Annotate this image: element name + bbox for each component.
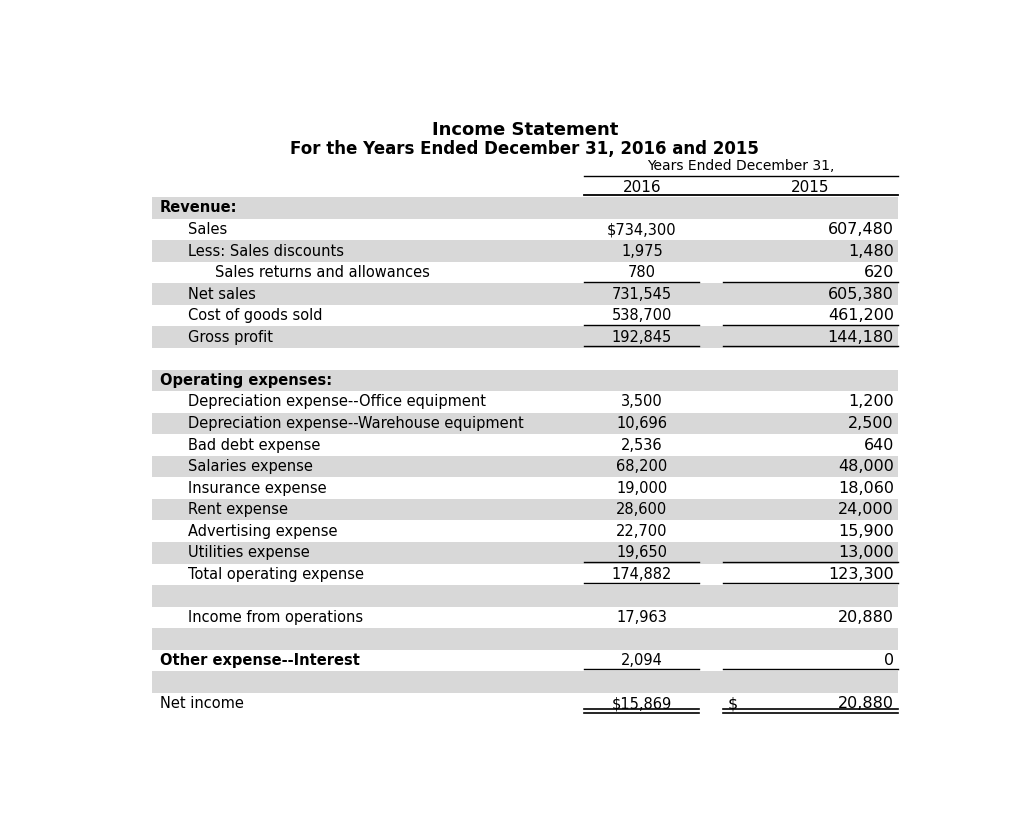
Text: 2016: 2016 <box>623 180 662 195</box>
Text: Less: Sales discounts: Less: Sales discounts <box>187 244 343 259</box>
Text: Total operating expense: Total operating expense <box>187 567 364 582</box>
Text: $734,300: $734,300 <box>607 222 677 237</box>
Text: 13,000: 13,000 <box>838 545 894 560</box>
Text: Net sales: Net sales <box>187 287 255 302</box>
Text: Net income: Net income <box>160 696 244 711</box>
Text: 17,963: 17,963 <box>616 610 668 625</box>
Text: 123,300: 123,300 <box>828 567 894 582</box>
Text: 1,975: 1,975 <box>621 244 663 259</box>
Text: Bad debt expense: Bad debt expense <box>187 438 319 452</box>
Bar <box>152 499 898 521</box>
Text: 620: 620 <box>863 265 894 280</box>
Text: Years Ended December 31,: Years Ended December 31, <box>647 159 835 173</box>
Text: 10,696: 10,696 <box>616 416 668 431</box>
Text: Advertising expense: Advertising expense <box>187 524 337 539</box>
Bar <box>152 197 898 218</box>
Text: 461,200: 461,200 <box>827 308 894 323</box>
Text: 1,200: 1,200 <box>848 395 894 410</box>
Text: 2,500: 2,500 <box>848 416 894 431</box>
Text: 19,650: 19,650 <box>616 545 668 560</box>
Bar <box>152 542 898 564</box>
Text: Depreciation expense--Warehouse equipment: Depreciation expense--Warehouse equipmen… <box>187 416 523 431</box>
Text: 15,900: 15,900 <box>838 524 894 539</box>
Text: Insurance expense: Insurance expense <box>187 480 327 495</box>
Text: Utilities expense: Utilities expense <box>187 545 309 560</box>
Text: Revenue:: Revenue: <box>160 200 238 216</box>
Bar <box>152 283 898 305</box>
Bar <box>152 585 898 606</box>
Text: 192,845: 192,845 <box>611 330 672 344</box>
Bar <box>152 672 898 693</box>
Bar <box>152 456 898 477</box>
Bar <box>152 370 898 391</box>
Bar <box>152 326 898 348</box>
Text: $: $ <box>727 696 737 711</box>
Text: 3,500: 3,500 <box>621 395 663 410</box>
Text: 2015: 2015 <box>792 180 829 195</box>
Text: Gross profit: Gross profit <box>187 330 272 344</box>
Text: Sales returns and allowances: Sales returns and allowances <box>215 265 430 280</box>
Text: 605,380: 605,380 <box>828 287 894 302</box>
Text: 28,600: 28,600 <box>616 502 668 517</box>
Text: 0: 0 <box>884 653 894 668</box>
Text: 607,480: 607,480 <box>827 222 894 237</box>
Text: 640: 640 <box>863 438 894 452</box>
Text: For the Years Ended December 31, 2016 and 2015: For the Years Ended December 31, 2016 an… <box>291 140 759 158</box>
Text: Cost of goods sold: Cost of goods sold <box>187 308 322 323</box>
Text: Income Statement: Income Statement <box>431 121 618 139</box>
Text: 68,200: 68,200 <box>616 459 668 474</box>
Bar <box>152 628 898 649</box>
Text: 48,000: 48,000 <box>838 459 894 474</box>
Bar <box>152 413 898 434</box>
Text: 22,700: 22,700 <box>616 524 668 539</box>
Text: 538,700: 538,700 <box>611 308 672 323</box>
Text: 174,882: 174,882 <box>611 567 672 582</box>
Text: $15,869: $15,869 <box>611 696 672 711</box>
Text: 731,545: 731,545 <box>611 287 672 302</box>
Text: 144,180: 144,180 <box>827 330 894 344</box>
Text: 20,880: 20,880 <box>838 696 894 711</box>
Text: Operating expenses:: Operating expenses: <box>160 373 332 388</box>
Text: 2,536: 2,536 <box>621 438 663 452</box>
Text: Sales: Sales <box>187 222 226 237</box>
Text: Salaries expense: Salaries expense <box>187 459 312 474</box>
Text: 1,480: 1,480 <box>848 244 894 259</box>
Text: 24,000: 24,000 <box>838 502 894 517</box>
Text: Income from operations: Income from operations <box>187 610 362 625</box>
Text: 18,060: 18,060 <box>838 480 894 495</box>
Text: Rent expense: Rent expense <box>187 502 288 517</box>
Text: 19,000: 19,000 <box>616 480 668 495</box>
Text: 780: 780 <box>628 265 655 280</box>
Text: Other expense--Interest: Other expense--Interest <box>160 653 359 668</box>
Text: 2,094: 2,094 <box>621 653 663 668</box>
Text: Depreciation expense--Office equipment: Depreciation expense--Office equipment <box>187 395 485 410</box>
Bar <box>152 241 898 262</box>
Text: 20,880: 20,880 <box>838 610 894 625</box>
